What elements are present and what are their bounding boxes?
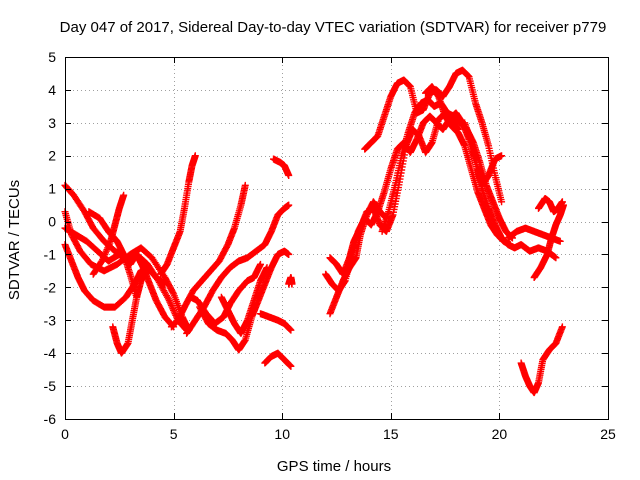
- data-point-marker: [285, 201, 293, 209]
- x-tick-label: 5: [170, 426, 178, 442]
- x-tick-label: 0: [61, 426, 69, 442]
- y-axis-title: SDTVAR / TECUs: [6, 180, 23, 300]
- x-tick-label: 10: [274, 426, 290, 442]
- data-point-marker: [285, 171, 293, 179]
- data-points: [61, 66, 567, 397]
- y-tick-label: -6: [44, 411, 57, 427]
- data-point-marker: [287, 326, 295, 334]
- y-tick-label: -2: [44, 279, 57, 295]
- grid-lines: [65, 57, 608, 419]
- series-pass-9: [167, 181, 249, 331]
- series-pass-18: [326, 198, 390, 318]
- y-tick-label: -5: [44, 378, 57, 394]
- y-tick-label: -1: [44, 246, 57, 262]
- y-tick-label: -4: [44, 345, 57, 361]
- data-point-marker: [263, 264, 271, 272]
- y-tick-label: -3: [44, 312, 57, 328]
- series-pass-13: [217, 264, 271, 337]
- chart-title: Day 047 of 2017, Sidereal Day-to-day VTE…: [60, 19, 607, 36]
- series-pass-20: [322, 109, 560, 295]
- x-tick-labels: 0 5 10 15 20 25: [61, 426, 616, 442]
- series-pass-6: [89, 191, 128, 278]
- axis-ticks: [65, 57, 609, 420]
- series-pass-7: [109, 267, 152, 357]
- x-axis-title: GPS time / hours: [277, 458, 391, 475]
- data-point-marker: [241, 181, 249, 189]
- x-tick-label: 20: [492, 426, 508, 442]
- y-tick-label: 1: [48, 181, 56, 197]
- y-tick-label: 2: [48, 148, 56, 164]
- data-point-marker: [144, 267, 152, 275]
- x-tick-label: 25: [600, 426, 616, 442]
- series-pass-28: [517, 323, 566, 397]
- y-tick-labels: -6 -5 -4 -3 -2 -1 0 1 2 3 4 5: [44, 49, 57, 427]
- y-tick-label: 3: [48, 115, 56, 131]
- data-point-marker: [285, 250, 293, 258]
- series-pass-14: [270, 155, 293, 179]
- data-point-marker: [169, 289, 177, 297]
- y-tick-label: 4: [48, 82, 56, 98]
- x-tick-label: 15: [383, 426, 399, 442]
- data-point-marker: [161, 280, 169, 288]
- series-pass-8: [157, 152, 199, 278]
- series-pass-17: [285, 273, 296, 288]
- series-pass-16: [261, 349, 295, 370]
- series-pass-15: [256, 310, 295, 334]
- y-tick-label: 5: [48, 49, 56, 65]
- data-point-marker: [191, 152, 199, 160]
- data-point-marker: [120, 191, 128, 199]
- y-tick-label: 0: [48, 214, 56, 230]
- plot-frame: [65, 57, 609, 420]
- data-point-marker: [256, 260, 264, 268]
